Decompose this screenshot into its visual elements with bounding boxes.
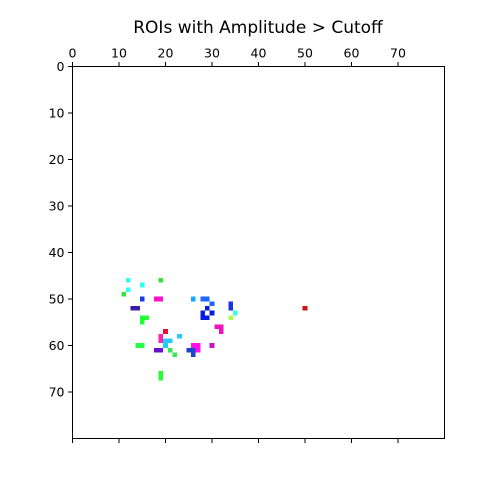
roi-pixel [209, 301, 215, 306]
roi-pixel [125, 278, 131, 283]
roi-pixel [135, 305, 140, 311]
roi-pixel [191, 343, 196, 348]
y-tick-label: 70 [49, 385, 65, 400]
roi-pixel [177, 333, 182, 339]
x-tick-label: 30 [204, 46, 220, 61]
roi-pixel [228, 301, 233, 306]
roi-pixel [302, 305, 308, 311]
y-axis: 0 10 20 30 40 50 60 70 [49, 59, 73, 400]
roi-pixel [158, 338, 164, 344]
roi-pixel [172, 352, 178, 358]
roi-pixel [163, 338, 168, 344]
roi-pixel [167, 338, 173, 344]
roi-pixel [158, 278, 164, 283]
plot-background [72, 66, 445, 439]
roi-pixel [144, 315, 150, 320]
roi-pixel [191, 352, 196, 358]
x-tick-label: 50 [297, 46, 313, 61]
x-axis: 0 10 20 30 40 50 60 70 [69, 46, 406, 443]
roi-pixel [209, 310, 215, 316]
roi-pixel [153, 296, 159, 302]
roi-pixel [158, 296, 164, 302]
roi-pixels [121, 278, 308, 381]
plot-area [72, 66, 445, 439]
roi-pixel [139, 319, 145, 325]
roi-pixel [232, 310, 238, 316]
roi-pixel [139, 343, 145, 348]
roi-pixel [167, 347, 173, 353]
roi-pixel [139, 282, 145, 288]
roi-pixel [228, 315, 233, 320]
x-tick-label: 20 [158, 46, 174, 61]
roi-pixel [214, 324, 219, 330]
roi-pixel [200, 315, 206, 320]
y-tick-label: 60 [49, 338, 65, 353]
roi-pixel [163, 343, 168, 348]
roi-pixel [205, 315, 210, 320]
roi-pixel [121, 292, 126, 297]
roi-pixel [139, 315, 145, 320]
x-tick-label: 0 [69, 46, 77, 61]
roi-pixel [135, 343, 140, 348]
roi-pixel [130, 305, 136, 311]
y-tick-label: 10 [49, 106, 65, 121]
y-tick-label: 20 [49, 152, 65, 167]
roi-pixel [191, 296, 196, 302]
roi-pixel [186, 347, 192, 353]
y-tick-label: 0 [57, 59, 65, 74]
chart-title: ROIs with Amplitude > Cutoff [133, 18, 384, 38]
x-tick-label: 10 [111, 46, 127, 61]
roi-pixel [200, 310, 206, 316]
y-tick-label: 40 [49, 245, 65, 260]
x-tick-label: 40 [251, 46, 267, 61]
roi-pixel [139, 296, 145, 302]
roi-pixel [158, 347, 164, 353]
roi-pixel [195, 343, 201, 348]
roi-pixel [195, 347, 201, 353]
roi-pixel [228, 305, 233, 311]
roi-pixel [125, 287, 131, 293]
roi-pixel [191, 347, 196, 353]
y-tick-label: 30 [49, 199, 65, 214]
roi-pixel [163, 329, 168, 334]
roi-pixel [218, 324, 224, 330]
roi-pixel [200, 296, 206, 302]
y-tick-label: 50 [49, 292, 65, 307]
roi-pixel [158, 371, 164, 376]
roi-pixel [158, 375, 164, 381]
roi-pixel [158, 333, 164, 339]
roi-pixel [209, 343, 215, 348]
x-tick-label: 60 [344, 46, 360, 61]
x-tick-label: 70 [390, 46, 406, 61]
roi-pixel [153, 347, 159, 353]
roi-pixel [205, 296, 210, 302]
roi-pixel [205, 305, 210, 311]
roi-pixel [218, 329, 224, 334]
